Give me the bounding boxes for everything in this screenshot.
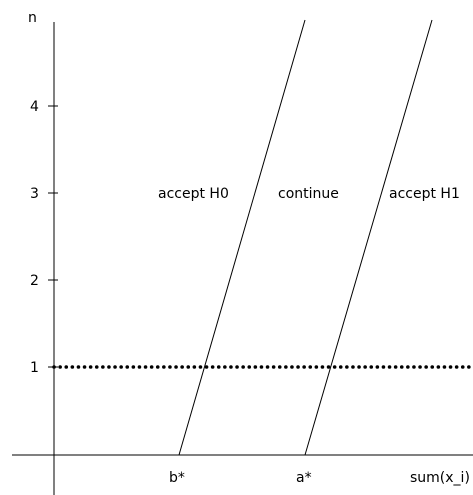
lower-boundary-intercept-label: b* [169,470,185,486]
region-label-accept-h0: accept H0 [158,186,229,202]
region-label-continue: continue [278,186,339,202]
x-axis-label: sum(x_i) [410,470,470,486]
y-tick-label-1: 1 [30,360,39,376]
y-axis-label: n [28,10,37,26]
y-tick-label-4: 4 [30,99,39,115]
y-tick-label-2: 2 [30,273,39,289]
upper-boundary-line [304,19,433,456]
lower-boundary-line [178,19,306,456]
region-label-accept-h1: accept H1 [389,186,460,202]
upper-boundary-intercept-label: a* [296,470,312,486]
y-tick-label-3: 3 [30,186,39,202]
